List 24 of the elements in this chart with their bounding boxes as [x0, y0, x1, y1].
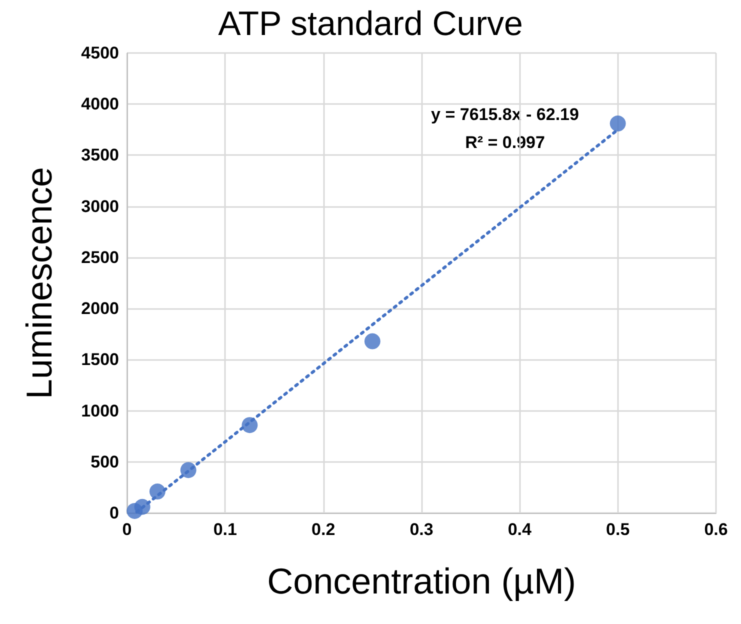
y-tick-label: 2000 — [81, 299, 119, 318]
annotation: y = 7615.8x - 62.19 — [431, 105, 579, 124]
point — [364, 333, 380, 350]
x-tick-label: 0.1 — [213, 520, 237, 539]
y-tick-label: 2500 — [81, 248, 119, 267]
x-tick-label: 0.3 — [410, 520, 434, 539]
y-tick-label: 3000 — [81, 196, 119, 216]
annotation: R² = 0.997 — [465, 133, 545, 152]
y-tick-label: 4500 — [81, 44, 119, 62]
chart-title: ATP standard Curve — [218, 5, 523, 43]
y-tick-label: 500 — [90, 452, 119, 472]
x-tick-label: 0 — [122, 520, 132, 539]
point — [610, 116, 626, 132]
x-tick-label: 0.5 — [606, 520, 630, 539]
y-tick-label: 3500 — [81, 146, 119, 165]
x-tick-label: 0.4 — [508, 520, 532, 539]
y-tick-label: 1500 — [81, 350, 119, 370]
y-tick-label: 1000 — [81, 401, 119, 420]
x-tick-label: 0.2 — [312, 520, 336, 539]
y-tick-label: 0 — [110, 504, 119, 522]
y-axis-title: Luminescence — [18, 166, 60, 400]
y-tick-label: 4000 — [81, 94, 119, 114]
x-tick-label: 0.6 — [704, 520, 728, 539]
x-axis-title: Concentration (µM) — [267, 560, 576, 602]
